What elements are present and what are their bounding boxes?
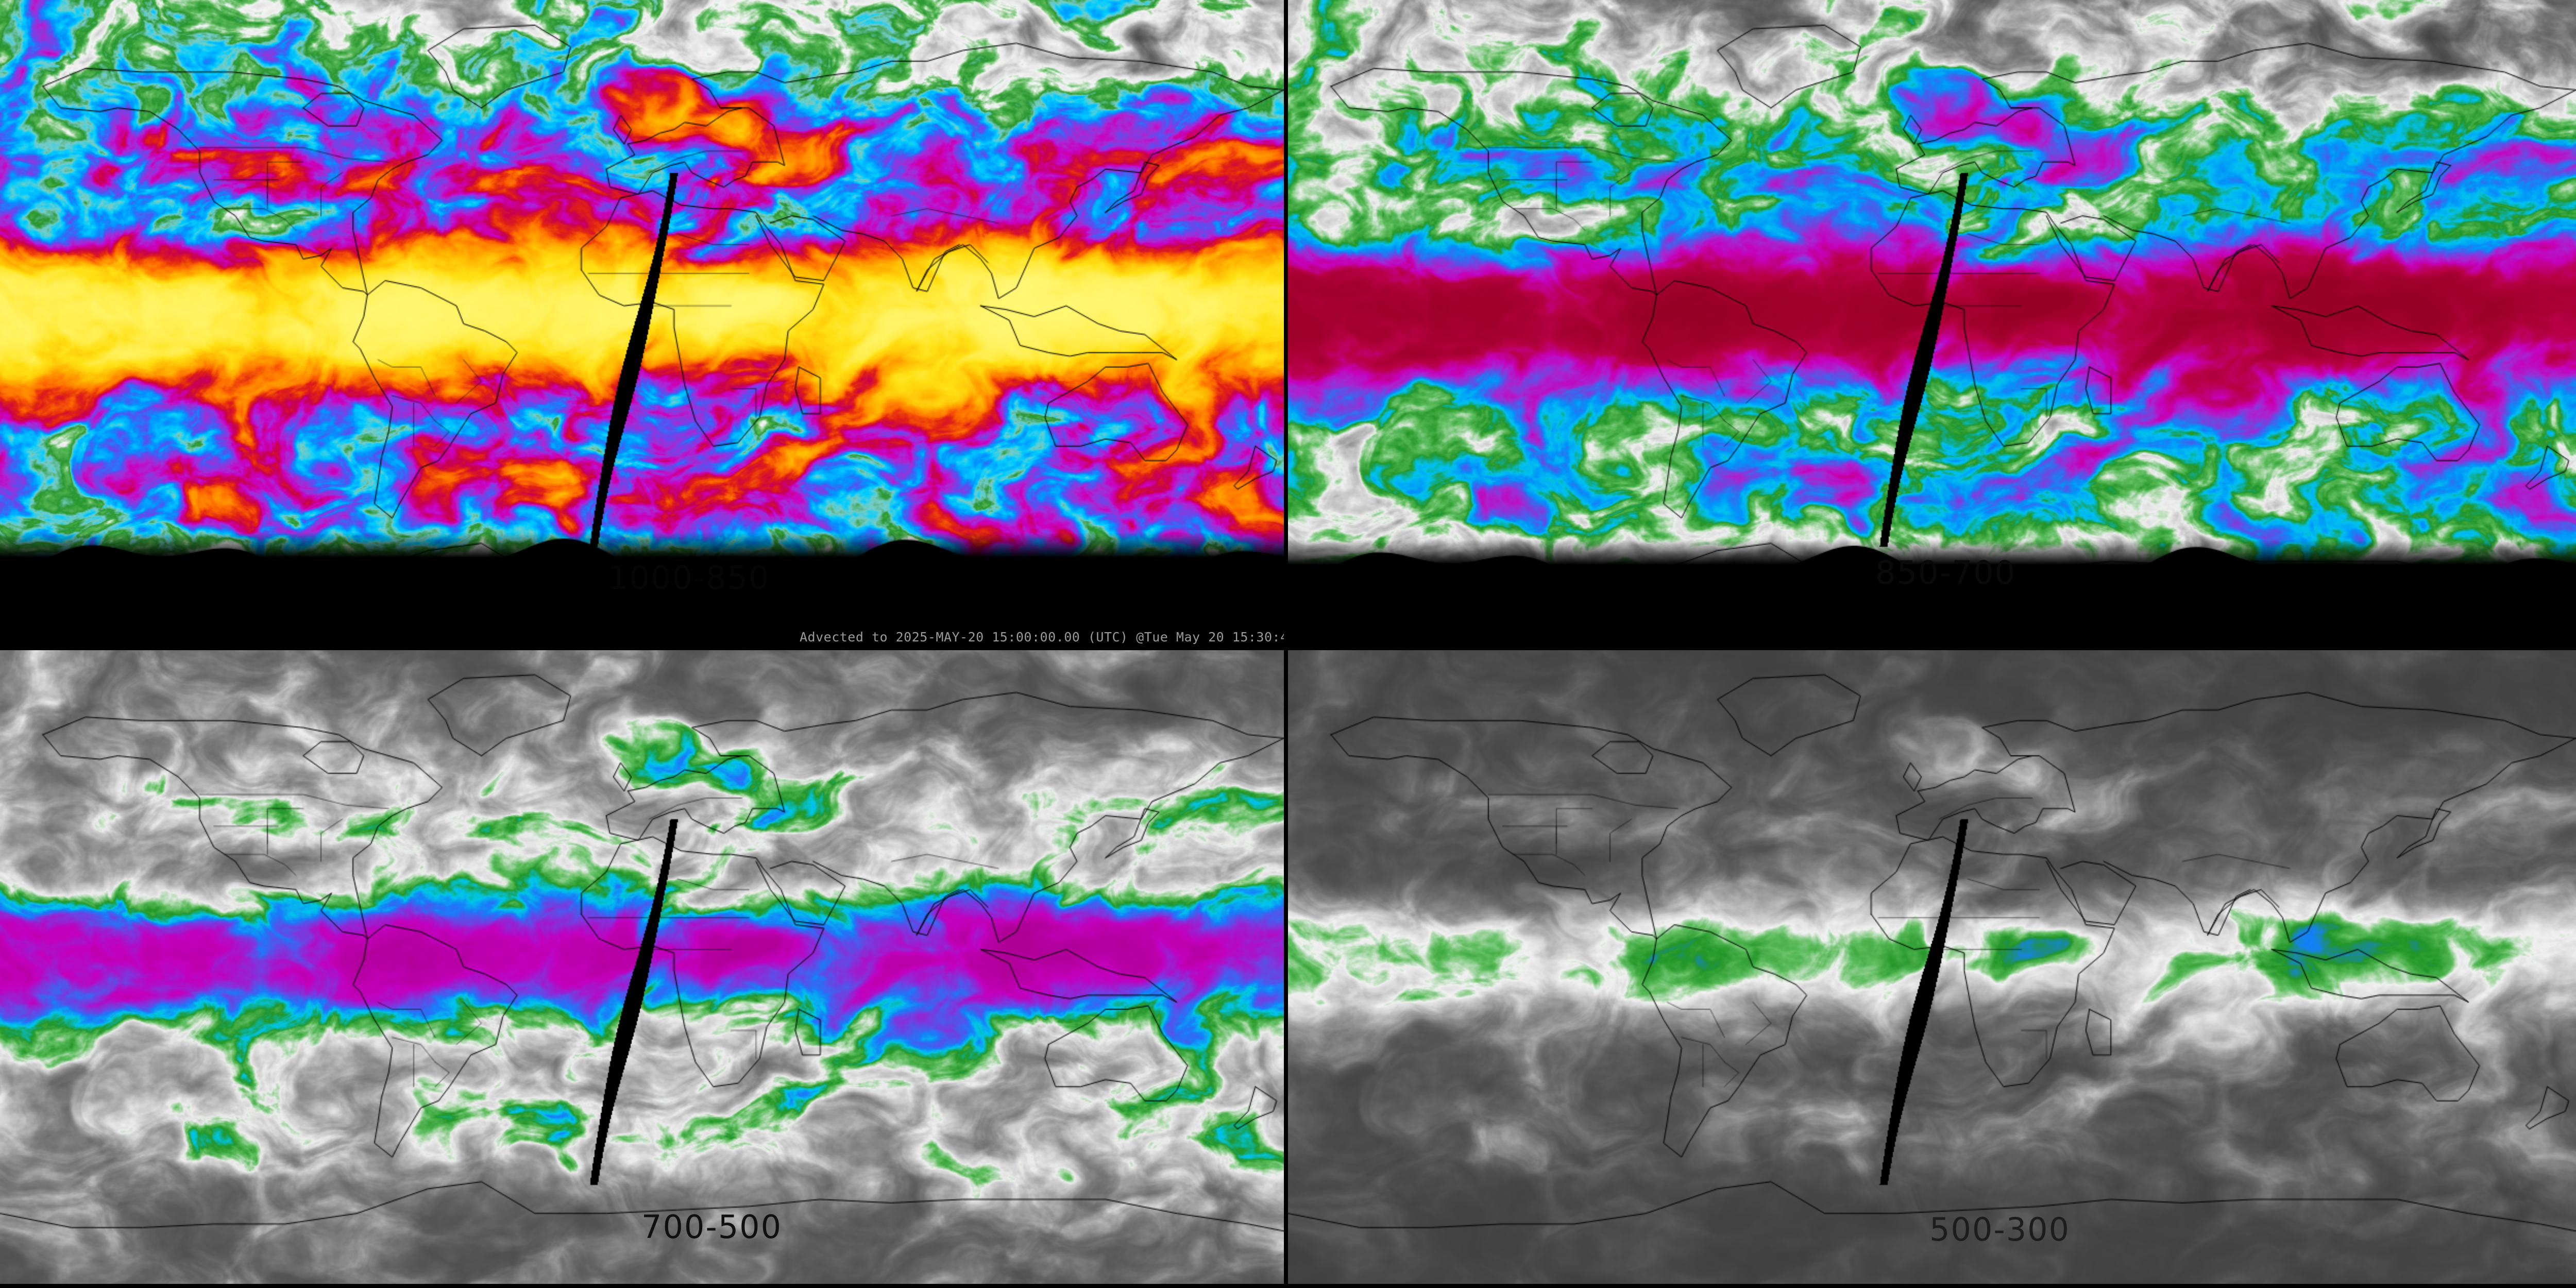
map-canvas-500-300: [1288, 650, 2576, 1284]
panel-500-300[interactable]: [1288, 650, 2576, 1284]
map-canvas-850-700: [1288, 0, 2576, 648]
vertical-divider: [1284, 0, 1288, 1288]
bottom-black-strip: [0, 1284, 2576, 1288]
map-canvas-1000-850: [0, 0, 1284, 648]
panel-850-700[interactable]: [1288, 0, 2576, 648]
map-canvas-700-500: [0, 650, 1284, 1284]
panel-1000-850[interactable]: 1000-850 Advected to 2025-MAY-20 15:00:0…: [0, 0, 1284, 648]
panel-700-500[interactable]: [0, 650, 1284, 1284]
horizontal-divider: [0, 648, 2576, 650]
